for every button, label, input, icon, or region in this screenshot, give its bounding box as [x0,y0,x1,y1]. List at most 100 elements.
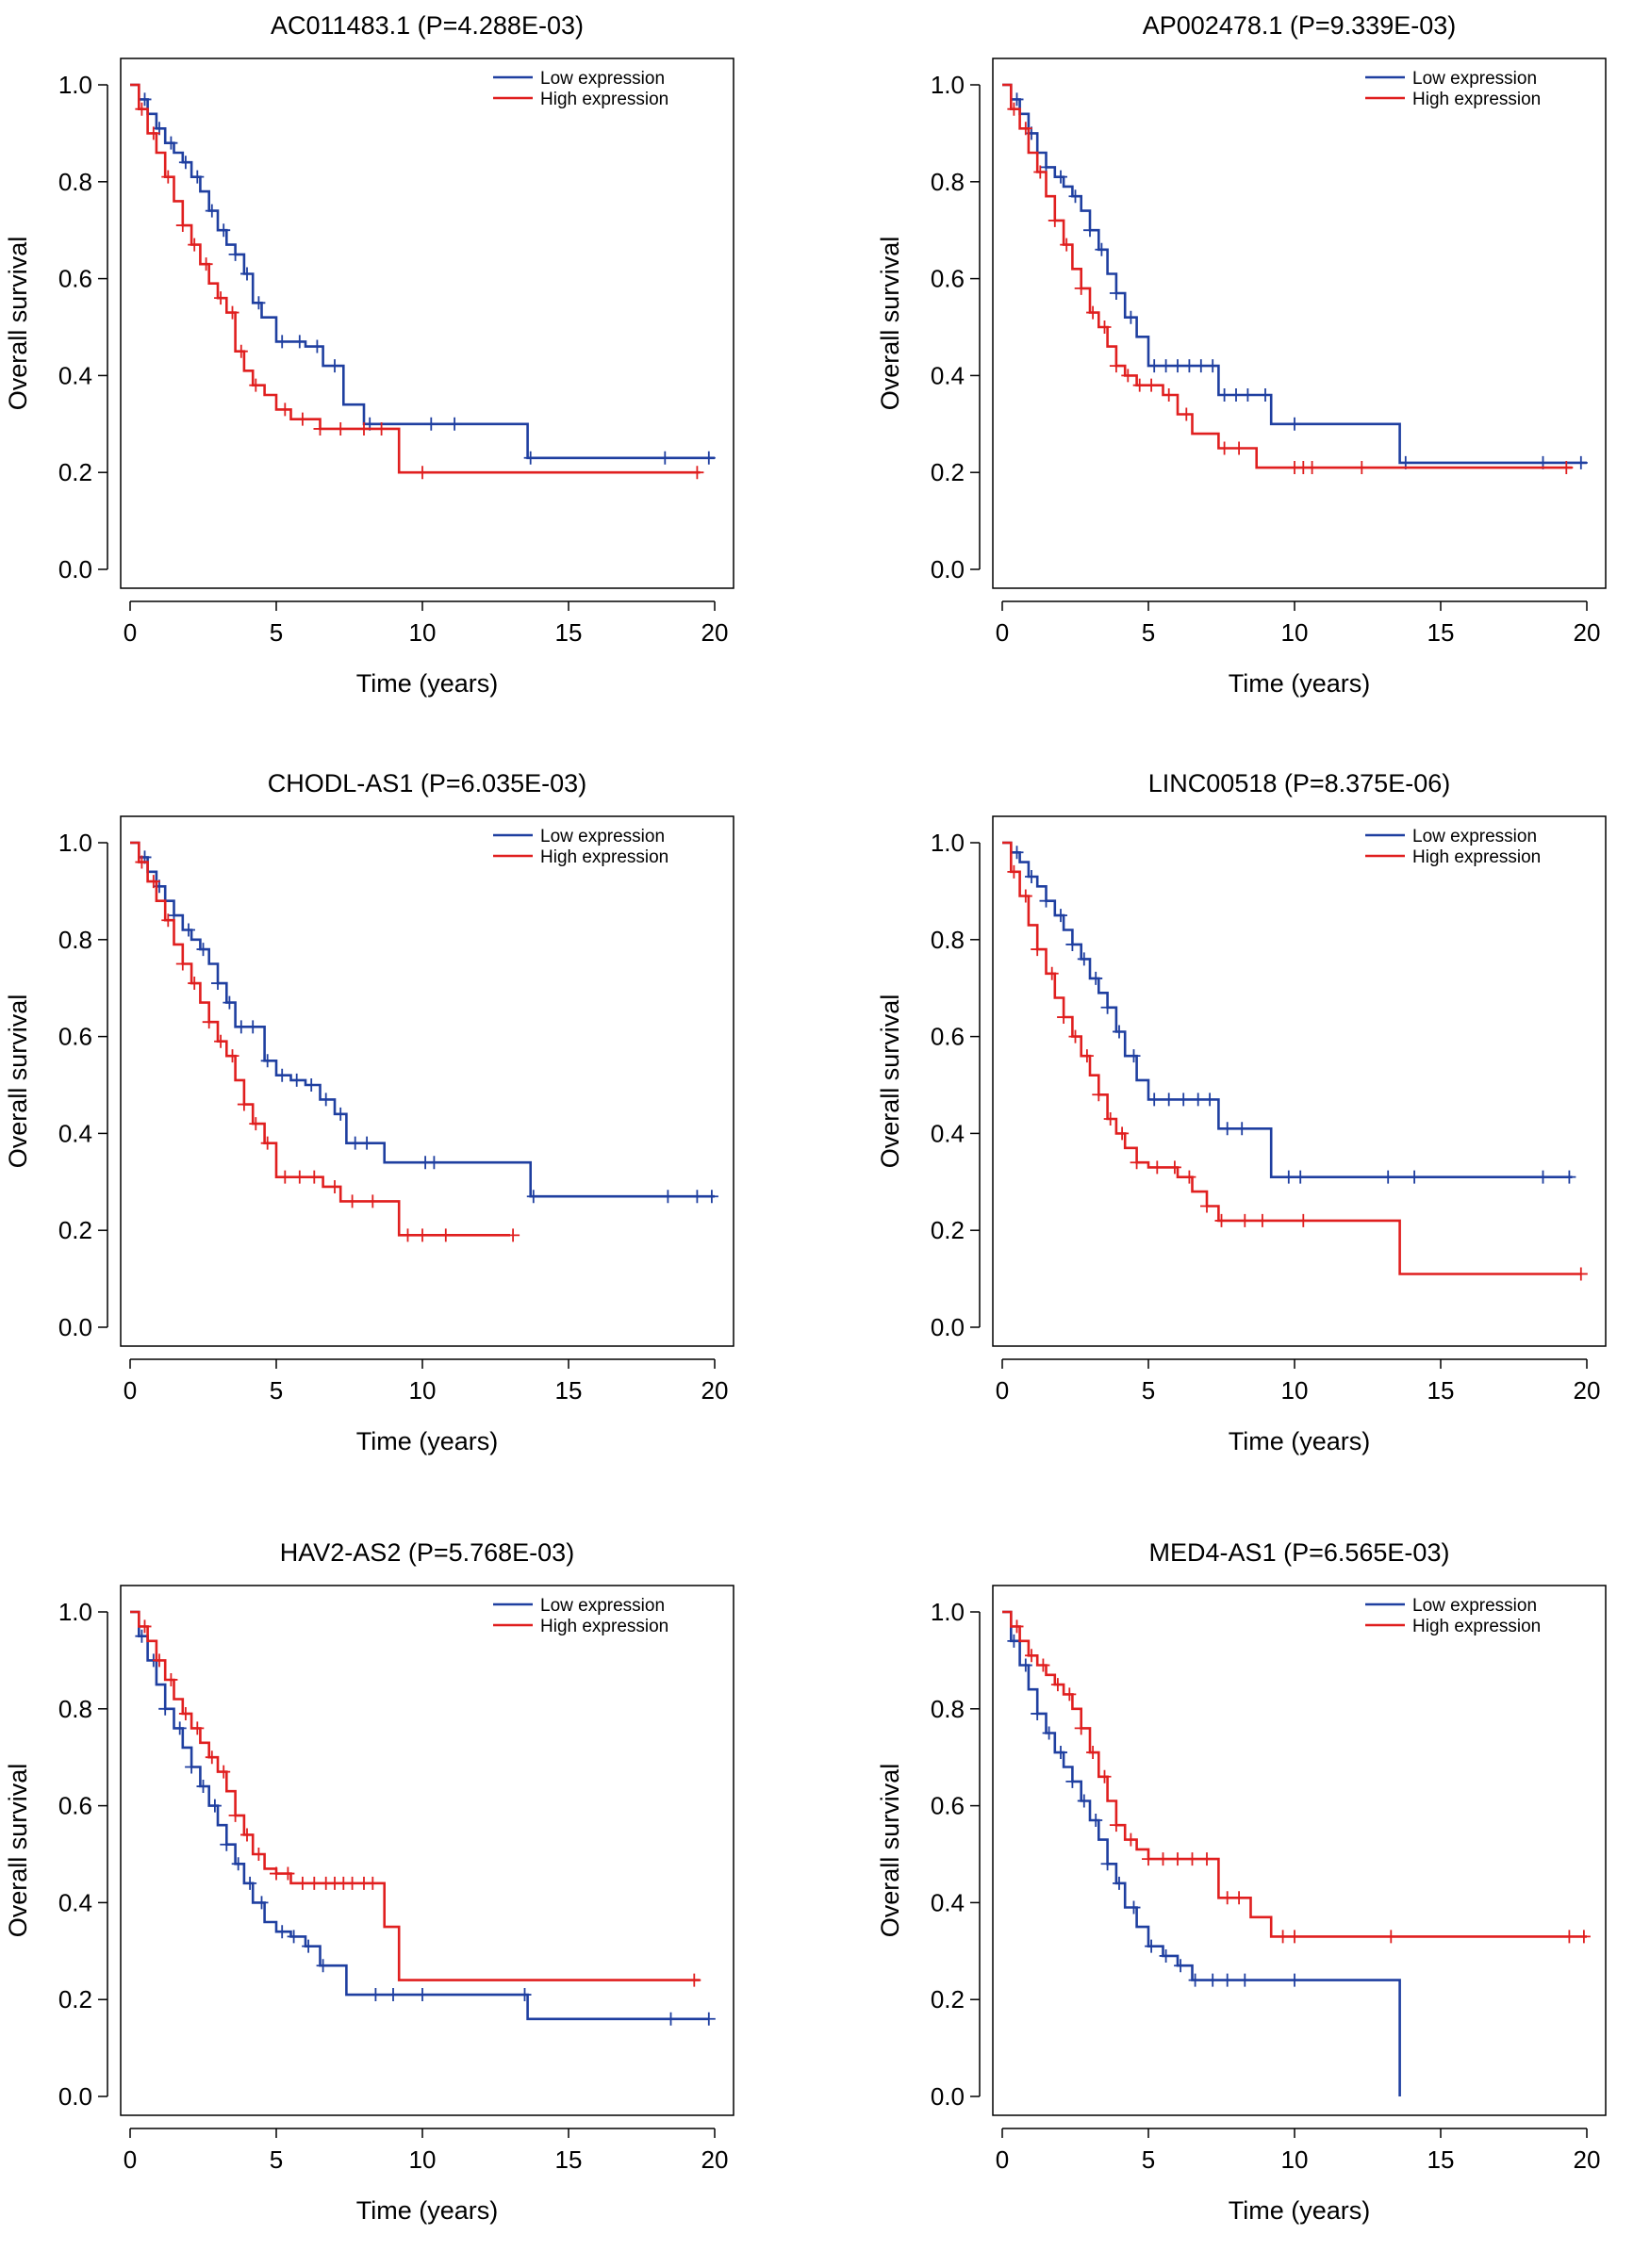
censor-mark [374,421,388,436]
censor-mark [217,1765,231,1779]
censor-mark [1562,1170,1576,1184]
censor-mark [1576,1930,1591,1944]
y-axis-label: Overall survival [876,994,904,1169]
censor-mark [1259,387,1272,402]
censor-mark [448,417,462,431]
censor-mark [387,1988,400,2002]
censor-mark [1217,441,1231,455]
y-tick-label: 0.8 [931,168,965,196]
censor-mark [360,1136,374,1150]
censor-mark [1147,359,1162,373]
y-tick-label: 0.0 [931,555,965,583]
x-tick-label: 20 [1574,618,1601,647]
censor-mark [1145,378,1159,392]
censor-mark [369,1988,383,2002]
y-tick-label: 0.0 [58,2082,92,2111]
censor-mark [1074,281,1088,295]
censor-mark [260,1136,274,1150]
y-tick-label: 0.4 [58,1888,92,1916]
censor-mark [1191,1093,1205,1107]
censor-mark [199,257,213,271]
censor-mark [252,296,266,310]
censor-mark [1235,1122,1249,1136]
censor-mark [1018,889,1032,903]
censor-mark [1103,1111,1117,1126]
y-tick-label: 0.2 [931,1216,965,1244]
censor-mark [1124,310,1138,324]
censor-mark [1220,1891,1234,1905]
x-tick-label: 15 [1427,1376,1455,1405]
censor-mark [1174,1959,1188,1973]
censor-mark [401,1228,415,1242]
censor-mark [1536,1170,1550,1184]
y-tick-label: 0.6 [931,265,965,293]
y-tick-label: 0.0 [58,555,92,583]
censor-mark [1065,1774,1080,1788]
plot-title: MED4-AS1 (P=6.565E-03) [1149,1538,1450,1567]
censor-mark [217,223,231,238]
x-tick-label: 15 [1427,2145,1455,2174]
censor-mark [1294,1170,1308,1184]
censor-mark [1384,1930,1398,1944]
censor-mark [1156,1852,1170,1866]
censor-mark [690,466,704,480]
x-tick-label: 20 [1574,2145,1601,2174]
censor-mark [1042,1726,1056,1740]
censor-mark [1159,359,1173,373]
censor-mark [704,1190,718,1204]
y-tick-label: 0.6 [58,1792,92,1820]
censor-mark [302,1939,316,1953]
censor-mark [153,1653,166,1668]
censor-mark [701,2012,716,2026]
survival-curve-low [130,841,715,1198]
y-tick-label: 0.2 [931,1985,965,2013]
censor-mark [310,339,324,353]
censor-mark [1007,864,1021,879]
legend-label: Low expression [540,1596,665,1616]
censor-mark [319,1093,333,1107]
censor-mark [1036,1658,1050,1672]
censor-mark [1007,1634,1021,1648]
y-axis-label: Overall survival [876,1764,904,1938]
km-plot-6: MED4-AS1 (P=6.565E-03) 0 5 10 15 20 Time (year… [876,1538,1607,2225]
y-tick-label: 0.8 [58,926,92,954]
censor-mark [1162,387,1176,402]
survival-curve-low [1002,83,1587,465]
x-tick-label: 10 [1281,618,1309,647]
censor-mark [1068,1029,1082,1044]
censor-mark [289,1073,304,1087]
censor-mark [138,92,152,107]
x-axis-label: Time (years) [1229,1427,1371,1455]
censor-mark [1214,1213,1229,1227]
survival-curve-high [1002,841,1581,1275]
x-tick-label: 5 [1142,2145,1155,2174]
censor-mark [1127,1900,1141,1915]
censor-mark [1050,1678,1064,1692]
censor-mark [292,335,306,349]
censor-mark [223,995,237,1010]
km-plot-4: LINC00518 (P=8.375E-06) 0 5 10 15 20 Time (yea… [876,769,1607,1455]
censor-mark [1238,1973,1252,1987]
y-tick-label: 1.0 [58,1598,92,1626]
censor-mark [1010,1619,1024,1634]
censor-mark [178,1706,192,1720]
y-tick-label: 0.8 [58,168,92,196]
x-axis-label: Time (years) [1229,669,1371,698]
censor-mark [207,1799,222,1813]
censor-mark [1054,909,1067,923]
censor-mark [1031,943,1045,957]
y-tick-label: 0.0 [931,2082,965,2111]
censor-mark [1288,1930,1301,1944]
x-tick-label: 0 [996,1376,1009,1405]
censor-mark [1109,1818,1123,1832]
censor-mark [278,1170,292,1184]
y-tick-label: 0.4 [58,361,92,389]
censor-mark [188,977,202,991]
x-tick-label: 10 [409,1376,437,1405]
censor-mark [523,451,537,465]
censor-mark [307,1876,322,1890]
survival-curve-low [130,83,715,460]
censor-mark [1065,937,1080,951]
censor-mark [1124,1832,1138,1847]
censor-mark [161,170,175,184]
